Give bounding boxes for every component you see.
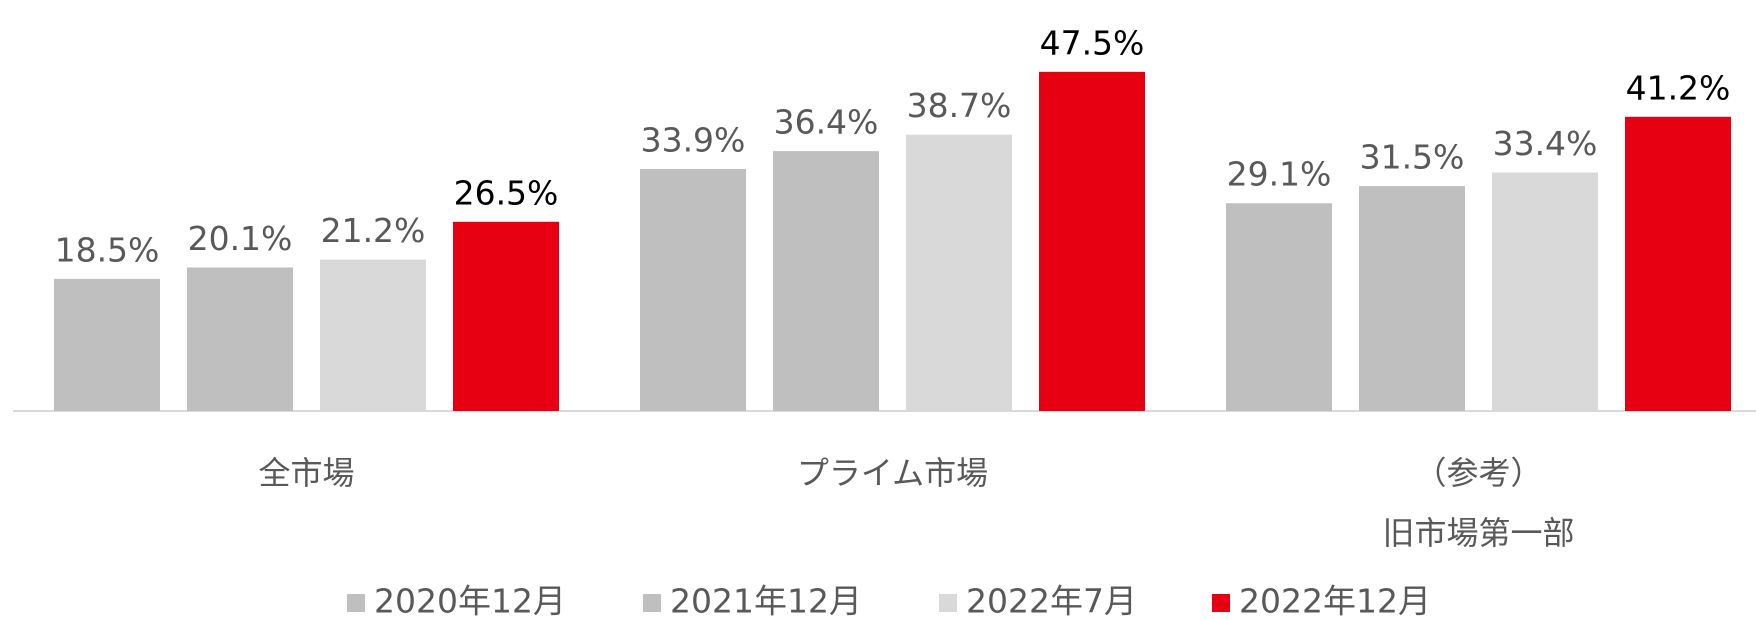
data-label: 33.9% [641,120,746,159]
data-label: 29.1% [1227,155,1332,194]
x-tick-label: 全市場 [258,454,355,492]
bar [187,267,293,411]
legend-label: 2022年12月 [1239,582,1431,620]
x-tick-label: プライム市場 [796,454,989,492]
legend-swatch [347,594,365,612]
bar [1492,172,1598,411]
bar [1039,71,1145,411]
legend-swatch [643,594,661,612]
bar [906,134,1012,411]
legend-swatch [1212,594,1230,612]
legend-label: 2020年12月 [374,582,566,620]
data-label: 38.7% [907,86,1012,125]
data-label: 33.4% [1493,124,1598,163]
legend-swatch [939,594,957,612]
bar [1226,203,1332,411]
bar [1625,116,1731,411]
bar [773,151,879,411]
legend-label: 2022年7月 [966,582,1137,620]
bar [1359,186,1465,411]
bar [453,221,559,411]
x-tick-label: （参考） 旧市場第一部 [1382,454,1575,552]
data-label: 47.5% [1040,23,1145,62]
bar [640,168,746,411]
data-label: 18.5% [55,230,160,269]
data-label: 41.2% [1626,68,1731,107]
legend-label: 2021年12月 [670,582,862,620]
data-label: 31.5% [1360,138,1465,177]
bar [320,259,426,411]
data-label: 36.4% [774,103,879,142]
bar [54,278,160,411]
data-label: 21.2% [321,211,426,250]
data-label: 26.5% [454,173,559,212]
data-label: 20.1% [188,219,293,258]
